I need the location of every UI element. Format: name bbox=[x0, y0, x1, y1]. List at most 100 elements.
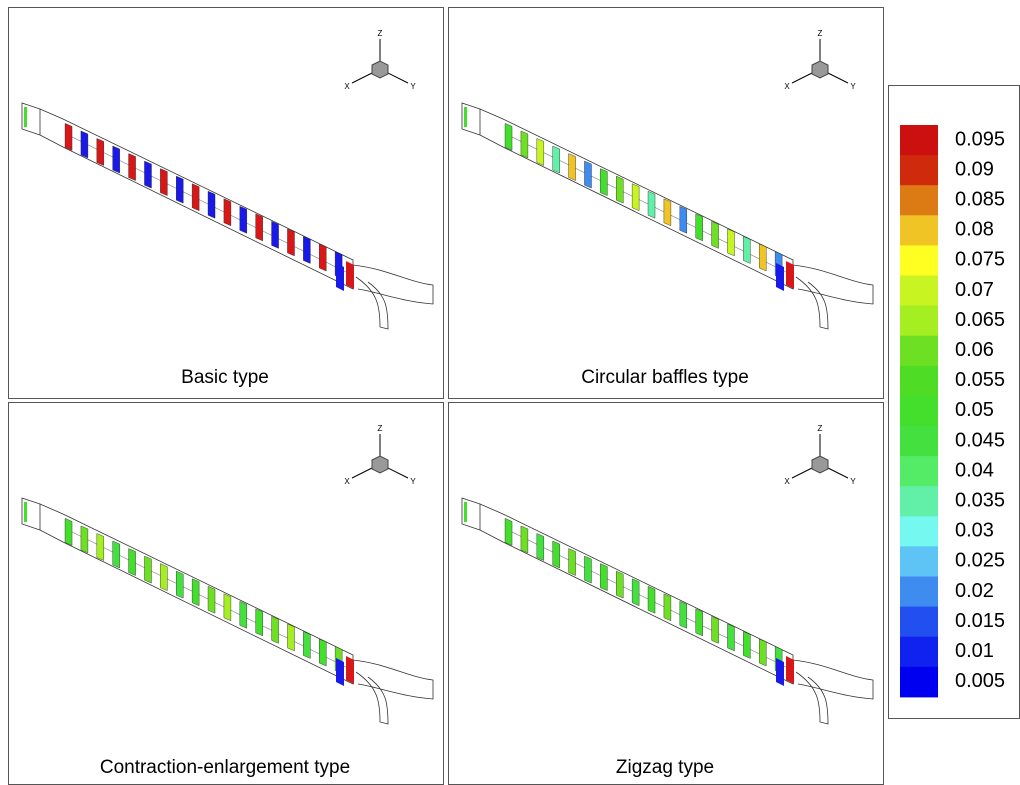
legend-swatch bbox=[900, 456, 938, 487]
triad-label: Z bbox=[378, 424, 383, 433]
triad-label: X bbox=[344, 477, 350, 486]
legend-label: 0.09 bbox=[955, 158, 994, 180]
legend-swatch bbox=[900, 276, 938, 307]
baffle bbox=[160, 564, 167, 591]
legend-swatch bbox=[900, 185, 938, 216]
channel bbox=[462, 498, 873, 724]
baffle bbox=[537, 138, 544, 165]
triad-label: X bbox=[784, 477, 790, 486]
triad-label: X bbox=[344, 82, 350, 91]
baffle bbox=[303, 631, 310, 658]
page: {"panels": [ {"title": "Basic type", "tr… bbox=[0, 0, 1020, 785]
channel bbox=[462, 103, 873, 329]
baffle bbox=[600, 564, 607, 591]
baffle bbox=[224, 594, 231, 621]
baffle bbox=[272, 221, 279, 248]
legend-label: 0.07 bbox=[955, 279, 994, 301]
baffle bbox=[240, 206, 247, 233]
baffle bbox=[521, 131, 528, 158]
baffle bbox=[81, 526, 88, 553]
outlet-baffle bbox=[336, 658, 344, 686]
baffle bbox=[144, 556, 151, 583]
legend-label: 0.055 bbox=[955, 369, 1005, 391]
baffle bbox=[192, 184, 199, 211]
legend-swatch bbox=[900, 667, 938, 698]
legend-swatch bbox=[900, 215, 938, 246]
baffle bbox=[319, 639, 326, 666]
triad-label: Y bbox=[410, 82, 416, 91]
outlet-baffle bbox=[336, 263, 344, 291]
triad-cube bbox=[812, 61, 828, 78]
outlet bbox=[793, 660, 873, 724]
baffle bbox=[224, 199, 231, 226]
legend-swatch bbox=[900, 426, 938, 457]
legend-label: 0.08 bbox=[955, 219, 994, 241]
baffle bbox=[553, 146, 560, 173]
baffle bbox=[192, 579, 199, 606]
baffle bbox=[287, 624, 294, 651]
baffle bbox=[648, 586, 655, 613]
baffle bbox=[256, 214, 263, 241]
triad-label: Y bbox=[850, 82, 856, 91]
panel-title: Basic type bbox=[181, 367, 269, 388]
baffle bbox=[129, 154, 136, 181]
baffle bbox=[664, 594, 671, 621]
legend-label: 0.06 bbox=[955, 339, 994, 361]
baffle bbox=[616, 176, 623, 203]
baffle bbox=[208, 191, 215, 218]
legend-label: 0.065 bbox=[955, 309, 1005, 331]
outlet-baffle bbox=[776, 658, 784, 686]
baffle bbox=[129, 549, 136, 576]
legend-label: 0.05 bbox=[955, 399, 994, 421]
figure: ZXYBasic typeZXYCircular baffles typeZXY… bbox=[0, 0, 1020, 785]
outlet-baffle bbox=[346, 656, 354, 684]
baffle bbox=[553, 541, 560, 568]
baffle bbox=[81, 131, 88, 158]
legend-swatch bbox=[900, 577, 938, 608]
panel-title: Circular baffles type bbox=[581, 367, 749, 388]
triad-label: Z bbox=[818, 424, 823, 433]
baffle bbox=[632, 184, 639, 211]
baffle bbox=[616, 571, 623, 598]
baffle bbox=[569, 549, 576, 576]
legend-swatch bbox=[900, 366, 938, 397]
legend-swatch bbox=[900, 546, 938, 577]
baffle bbox=[759, 244, 766, 271]
baffle bbox=[537, 533, 544, 560]
inlet-baffle bbox=[24, 502, 27, 522]
baffle bbox=[97, 138, 104, 165]
baffle bbox=[664, 199, 671, 226]
legend-label: 0.095 bbox=[955, 128, 1005, 150]
baffle bbox=[584, 556, 591, 583]
triad-cube bbox=[372, 456, 388, 473]
triad-cube bbox=[812, 456, 828, 473]
outlet bbox=[353, 265, 433, 329]
baffle bbox=[632, 579, 639, 606]
baffle bbox=[240, 601, 247, 628]
inlet-baffle bbox=[464, 107, 467, 127]
baffle bbox=[160, 169, 167, 196]
baffle bbox=[65, 123, 72, 150]
baffle bbox=[208, 586, 215, 613]
legend-label: 0.075 bbox=[955, 249, 1005, 271]
panel-title: Contraction-enlargement type bbox=[100, 757, 350, 778]
legend-label: 0.085 bbox=[955, 189, 1005, 211]
baffle bbox=[600, 169, 607, 196]
baffle bbox=[113, 146, 120, 173]
legend-swatch bbox=[900, 607, 938, 638]
baffle bbox=[256, 609, 263, 636]
outlet-baffle bbox=[786, 656, 794, 684]
legend-swatch bbox=[900, 396, 938, 427]
legend-swatch bbox=[900, 516, 938, 547]
baffle bbox=[712, 221, 719, 248]
legend-label: 0.045 bbox=[955, 429, 1005, 451]
legend-swatch bbox=[900, 155, 938, 186]
triad-label: Y bbox=[850, 477, 856, 486]
triad-cube bbox=[372, 61, 388, 78]
legend-label: 0.04 bbox=[955, 459, 994, 481]
legend-label: 0.02 bbox=[955, 580, 994, 602]
baffle bbox=[727, 624, 734, 651]
baffle bbox=[743, 631, 750, 658]
baffle bbox=[176, 571, 183, 598]
legend-label: 0.005 bbox=[955, 670, 1005, 692]
